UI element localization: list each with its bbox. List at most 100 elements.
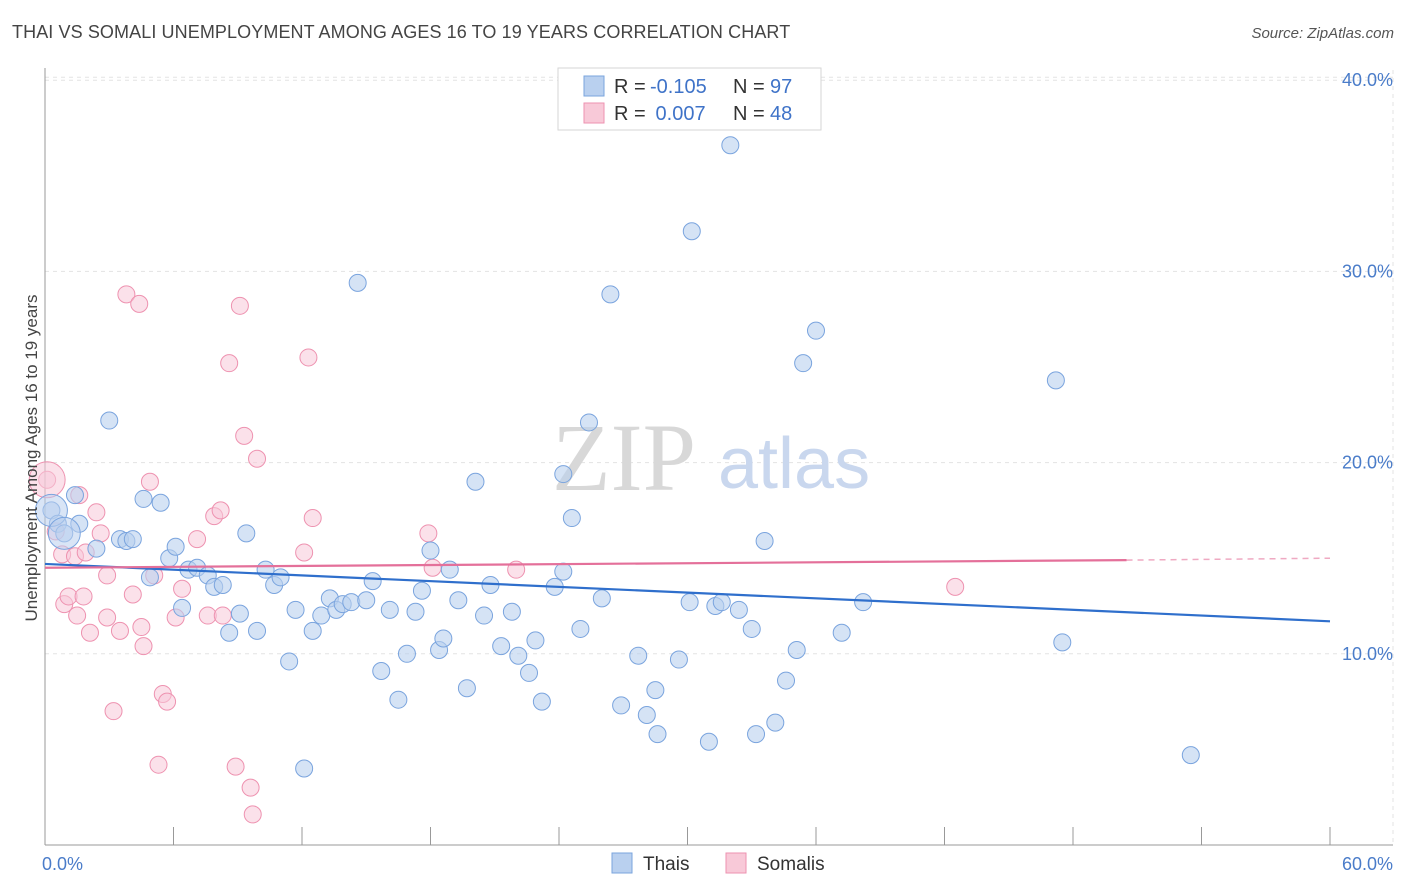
somali-point-31 <box>213 606 232 625</box>
thai-point-44 <box>406 602 425 621</box>
thai-point-24 <box>248 621 267 640</box>
thai-point-73 <box>648 725 667 744</box>
thai-point-88 <box>794 354 813 373</box>
watermark-zip: ZIP <box>552 404 696 511</box>
legend-r-value-thai: -0.105 <box>650 76 707 98</box>
somali-point-27 <box>188 530 207 549</box>
chart-title: THAI VS SOMALI UNEMPLOYMENT AMONG AGES 1… <box>12 22 791 42</box>
legend-n-label-thai: N = <box>733 76 765 98</box>
thai-point-69 <box>612 696 631 715</box>
somali-point-4 <box>59 587 78 606</box>
thai-point-30 <box>295 759 314 778</box>
thai-point-38 <box>357 591 376 610</box>
thai-point-9 <box>123 530 142 549</box>
somali-point-11 <box>91 524 110 543</box>
thai-point-41 <box>380 600 399 619</box>
thai-point-40 <box>372 662 391 681</box>
thai-point-94 <box>1181 746 1200 765</box>
thai-point-12 <box>151 493 170 512</box>
thai-point-21 <box>220 623 239 642</box>
somali-point-22 <box>149 755 168 774</box>
thai-point-86 <box>777 671 796 690</box>
thai-point-11 <box>140 568 159 587</box>
bottom-legend: Thais Somalis <box>611 852 825 875</box>
thai-point-68 <box>601 285 620 304</box>
thai-point-20 <box>213 575 232 594</box>
thai-point-82 <box>742 619 761 638</box>
thai-point-25 <box>256 560 275 579</box>
thai-point-46 <box>421 541 440 560</box>
y-tick-label-2: 30.0% <box>1342 261 1393 281</box>
somali-point-33 <box>226 757 245 776</box>
thai-point-67 <box>592 589 611 608</box>
thai-point-28 <box>280 652 299 671</box>
somali-point-38 <box>248 449 267 468</box>
thai-point-75 <box>682 222 701 241</box>
grid-lines <box>45 70 1394 845</box>
thai-point-29 <box>286 600 305 619</box>
thai-point-89 <box>807 321 825 340</box>
thai-point-63 <box>554 562 573 581</box>
somali-point-41 <box>303 509 322 528</box>
thai-point-76 <box>680 593 699 612</box>
thai-point-31 <box>303 621 322 640</box>
somali-point-42 <box>419 524 438 543</box>
somali-point-20 <box>140 472 159 491</box>
thai-point-85 <box>766 713 785 732</box>
somali-point-34 <box>230 296 249 315</box>
somali-point-39 <box>295 543 314 562</box>
thai-point-45 <box>412 581 431 600</box>
legend-swatch-somali <box>583 102 605 124</box>
thai-point-39 <box>363 572 382 591</box>
thai-point-27 <box>271 568 290 587</box>
thai-point-43 <box>397 644 416 663</box>
thai-point-6 <box>100 411 119 430</box>
somali-point-35 <box>235 426 254 445</box>
thai-point-14 <box>166 537 185 556</box>
thai-point-66 <box>579 413 598 432</box>
thai-point-80 <box>721 136 740 155</box>
somali-point-32 <box>220 354 239 373</box>
thai-point-55 <box>492 637 511 656</box>
thai-point-64 <box>562 509 581 528</box>
thai-trend-line <box>44 562 1331 623</box>
thai-point-84 <box>755 531 774 550</box>
thai-point-70 <box>629 646 648 665</box>
somali-point-28 <box>198 606 217 625</box>
thai-big-point-1 <box>47 516 81 550</box>
thai-point-49 <box>440 560 459 579</box>
thai-point-57 <box>509 646 528 665</box>
thai-point-22 <box>230 604 249 623</box>
thai-point-10 <box>134 489 153 508</box>
thai-point-83 <box>747 725 766 744</box>
legend-r-label-thai: R = <box>614 76 646 98</box>
legend-n-label-somali: N = <box>733 103 765 125</box>
thai-point-52 <box>466 472 485 491</box>
thai-point-15 <box>173 598 192 617</box>
legend-n-value-somali: 48 <box>770 103 792 125</box>
y-tick-label-3: 40.0% <box>1342 70 1393 90</box>
thai-point-36 <box>342 593 361 612</box>
thai-point-60 <box>532 692 551 711</box>
somali-point-30 <box>211 501 230 520</box>
thai-point-5 <box>87 539 106 558</box>
thai-point-42 <box>389 690 408 709</box>
x-tick-label-min: 0.0% <box>42 854 83 874</box>
somali-point-36 <box>241 778 260 797</box>
legend-n-value-thai: 97 <box>770 76 792 98</box>
thai-point-72 <box>646 681 665 700</box>
somali-point-16 <box>123 585 142 604</box>
thai-point-62 <box>554 465 573 484</box>
bottom-legend-swatch-somali <box>725 852 747 874</box>
somali-point-46 <box>98 608 117 627</box>
legend-r-label-somali: R = <box>614 103 646 125</box>
somali-point-17 <box>130 294 149 313</box>
trend-lines <box>44 557 1331 623</box>
somali-trend-line-extension <box>1126 557 1331 561</box>
y-tick-labels: 10.0% 20.0% 30.0% 40.0% <box>1342 70 1393 664</box>
thai-point-48 <box>434 629 453 648</box>
thai-point-79 <box>712 593 731 612</box>
thai-point-3 <box>65 486 84 505</box>
somali-trend-line <box>44 559 1127 569</box>
